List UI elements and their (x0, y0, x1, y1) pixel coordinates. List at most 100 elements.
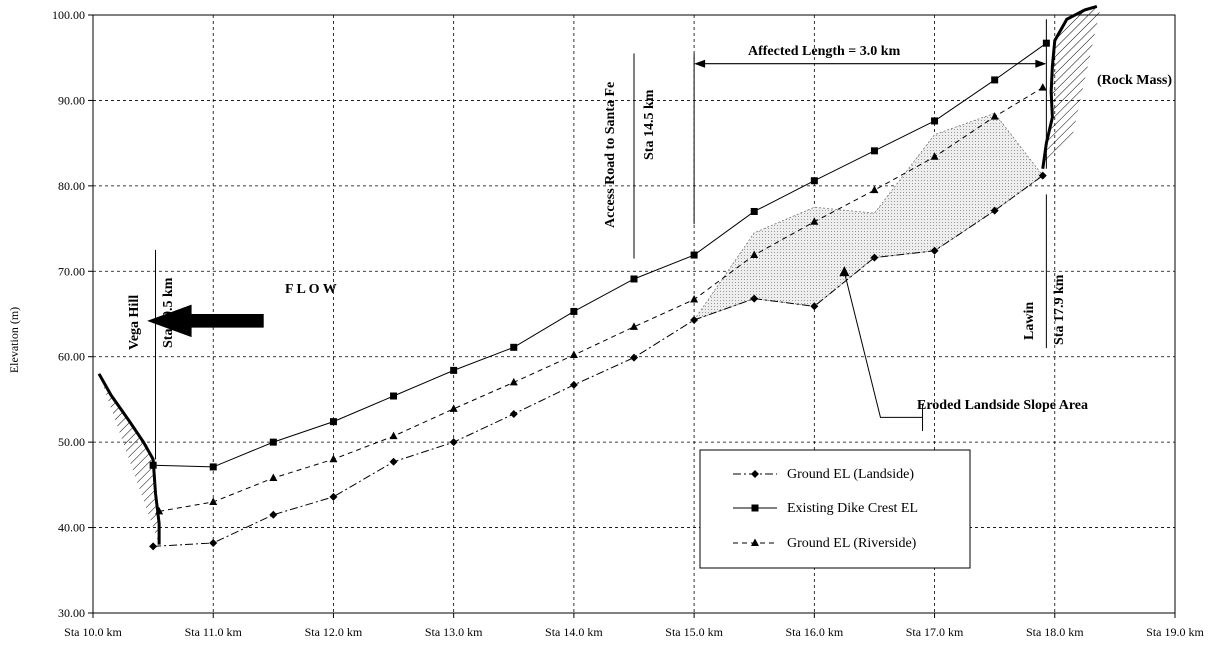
x-tick-label: Sta 18.0 km (1026, 625, 1084, 639)
data-point-series-0 (810, 302, 819, 311)
data-point-series-2 (690, 294, 699, 303)
axes: Sta 10.0 km Sta 11.0 km Sta 12.0 km Sta 13.… (52, 8, 1204, 639)
data-point-series-0 (149, 542, 158, 551)
y-tick-label: 30.00 (58, 606, 85, 620)
affected-length-arrowhead-left (694, 59, 706, 68)
data-point-series-1 (991, 76, 999, 84)
data-point-series-1 (690, 251, 698, 259)
data-point-series-1 (269, 438, 277, 446)
ylabel: Elevation (m) (7, 307, 21, 373)
data-point-series-2 (810, 217, 819, 225)
eroded-callout-line (843, 272, 923, 418)
annotation-vega-hill: Vega Hill (127, 295, 142, 350)
data-point-series-1 (630, 275, 638, 283)
data-point-series-0 (509, 409, 518, 418)
data-point-series-0 (269, 510, 278, 519)
data-point-series-0 (930, 246, 939, 255)
data-point-series-2 (569, 350, 578, 359)
data-point-series-1 (450, 366, 458, 374)
legend-label-riverside: Ground EL (Riverside) (787, 536, 917, 551)
x-tick-label: Sta 17.0 km (906, 625, 964, 639)
annotation-flow: F L O W (285, 282, 337, 297)
eroded-callout-triangle (839, 266, 850, 277)
annotation-eroded: Eroded Landside Slope Area (917, 398, 1088, 413)
data-point-series-1 (329, 418, 337, 426)
annotation-lawin: Lawin (1022, 302, 1037, 340)
data-point-series-1 (870, 147, 878, 155)
y-tick-label: 70.00 (58, 264, 85, 278)
data-point-series-2 (269, 473, 278, 482)
data-point-series-1 (209, 463, 217, 471)
annotation-access-road: Access Road to Santa Fe (603, 82, 618, 228)
data-point-series-2 (870, 185, 879, 194)
data-point-series-1 (510, 343, 518, 351)
legend-marker-0 (751, 470, 759, 478)
data-point-series-0 (750, 294, 759, 303)
legend-label-landside: Ground EL (Landside) (787, 467, 914, 482)
data-point-series-2 (1038, 83, 1047, 91)
data-point-series-0 (990, 206, 999, 215)
data-point-series-2 (389, 431, 398, 440)
legend-label-dike: Existing Dike Crest EL (787, 501, 918, 516)
annotation-sta-14-5: Sta 14.5 km (642, 89, 657, 160)
y-tick-label: 90.00 (58, 93, 85, 107)
x-tick-label: Sta 10.0 km (64, 625, 122, 639)
data-point-series-2 (155, 506, 164, 515)
fills (97, 5, 1101, 545)
annotation-sta-17-9: Sta 17.9 km (1052, 274, 1067, 345)
x-tick-label: Sta 19.0 km (1146, 625, 1204, 639)
x-tick-label: Sta 16.0 km (785, 625, 843, 639)
x-tick-label: Sta 15.0 km (665, 625, 723, 639)
data-point-series-1 (149, 461, 157, 469)
rock-mass-hatch (1042, 6, 1101, 169)
data-point-series-2 (750, 250, 759, 259)
series-lines (149, 39, 1050, 551)
annotation-rock-mass: (Rock Mass) (1097, 73, 1172, 88)
series-line-2 (159, 87, 1044, 512)
legend-marker-1 (751, 504, 759, 512)
data-point-series-0 (329, 492, 338, 501)
x-tick-label: Sta 11.0 km (185, 625, 243, 639)
legend: Ground EL (Landside) Existing Dike Crest… (699, 449, 971, 569)
data-point-series-1 (570, 307, 578, 315)
data-point-series-0 (569, 380, 578, 389)
plot-frame (92, 14, 1176, 614)
y-tick-label: 100.00 (52, 8, 85, 22)
data-point-series-2 (209, 497, 218, 505)
data-point-series-0 (690, 315, 699, 324)
rock-mass-edge (1041, 5, 1098, 169)
annotations: Elevation (m) Vega Hill Sta 10.5 km F L … (7, 19, 1172, 460)
data-point-series-1 (810, 177, 818, 185)
data-point-series-1 (750, 207, 758, 215)
data-point-series-2 (990, 112, 999, 120)
y-tick-label: 50.00 (58, 435, 85, 449)
legend-marker-2 (751, 538, 759, 546)
data-point-series-2 (930, 152, 939, 160)
data-point-series-0 (449, 438, 458, 447)
y-tick-label: 80.00 (58, 179, 85, 193)
x-tick-label: Sta 13.0 km (425, 625, 483, 639)
data-point-series-0 (630, 353, 638, 362)
data-point-series-1 (931, 117, 939, 125)
data-point-series-2 (449, 404, 458, 412)
data-point-series-0 (1038, 171, 1047, 180)
flow-arrow (147, 304, 264, 338)
data-point-series-0 (209, 538, 218, 547)
vega-hill-hatch (99, 373, 160, 545)
affected-length-arrowhead-right (1035, 59, 1047, 68)
x-tick-label: Sta 12.0 km (305, 625, 363, 639)
y-tick-label: 40.00 (58, 521, 85, 535)
x-tick-label: Sta 14.0 km (545, 625, 603, 639)
data-point-series-0 (389, 457, 398, 466)
data-point-series-2 (630, 322, 638, 330)
data-point-series-2 (509, 377, 518, 386)
data-point-series-2 (329, 454, 338, 463)
vega-hill-edge (97, 373, 161, 545)
legend-box (699, 449, 971, 569)
series-line-1 (153, 42, 1047, 468)
annotation-sta-10-5: Sta 10.5 km (161, 277, 176, 348)
data-point-series-0 (870, 253, 879, 262)
annotation-affected-length: Affected Length = 3.0 km (748, 44, 901, 59)
